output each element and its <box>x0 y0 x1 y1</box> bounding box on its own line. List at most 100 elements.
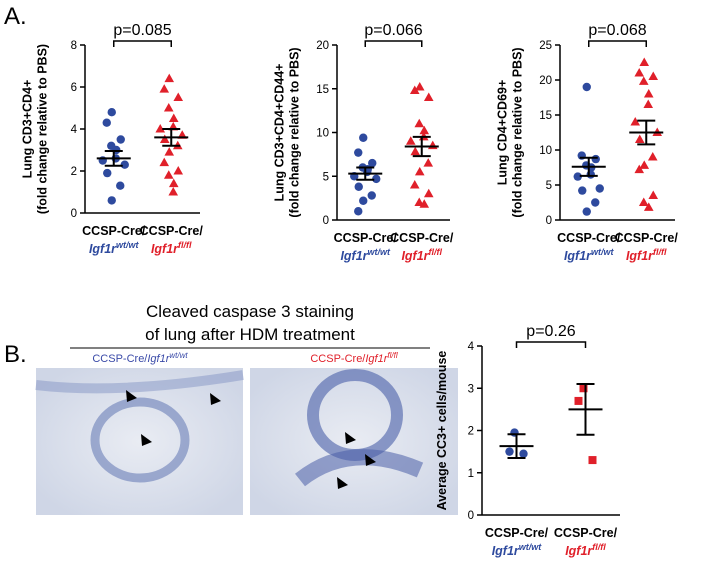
x-tick-label: Igf1rwt/wt <box>564 247 615 263</box>
allele-label: wt/wt <box>368 247 391 257</box>
y-tick-label: 1 <box>468 468 474 480</box>
data-point <box>367 191 376 200</box>
data-point <box>359 133 368 142</box>
p-value: p=0.085 <box>113 22 171 39</box>
x-tick-label: Igf1rfl/fl <box>565 542 606 558</box>
panel-label: B. <box>4 341 27 368</box>
error-bar <box>412 135 431 158</box>
significance-bracket <box>364 40 423 47</box>
p-value: p=0.26 <box>526 323 575 340</box>
allele-label: wt/wt <box>519 542 542 552</box>
y-tick-label: 5 <box>546 180 552 192</box>
data-point <box>648 71 659 80</box>
data-point <box>120 160 129 169</box>
y-tick-label: 10 <box>539 145 552 157</box>
x-tick-label: Igf1rwt/wt <box>492 542 543 558</box>
gene-label: Igf1r <box>565 544 593 558</box>
data-point <box>368 158 377 168</box>
data-point <box>643 89 654 98</box>
data-point <box>573 172 582 181</box>
data-point <box>168 187 179 196</box>
data-point <box>155 124 166 133</box>
y-axis-label: (fold change relative to PBS) <box>288 47 302 217</box>
data-point <box>519 449 528 458</box>
error-bar <box>162 128 181 147</box>
data-point <box>173 166 184 175</box>
y-tick-label: 2 <box>71 166 77 178</box>
x-tick-label: Igf1rfl/fl <box>151 240 192 256</box>
data-point <box>159 84 170 93</box>
data-point <box>634 68 645 77</box>
x-tick-label: CCSP-Cre/ <box>82 224 146 238</box>
gene-label: Igf1r <box>492 544 520 558</box>
y-tick-label: 0 <box>323 215 329 227</box>
y-axis-label: Lung CD3+CD4+ <box>21 80 35 179</box>
significance-bracket <box>588 40 647 47</box>
data-point <box>579 384 588 393</box>
data-point <box>591 154 600 164</box>
data-point <box>505 447 514 456</box>
y-tick-label: 25 <box>539 40 552 52</box>
micrograph <box>35 368 244 515</box>
data-point <box>159 134 170 143</box>
data-point <box>419 125 430 135</box>
y-tick-label: 4 <box>71 124 78 136</box>
x-tick-label: CCSP-Cre/ <box>615 231 679 245</box>
data-point <box>102 118 111 127</box>
data-point <box>409 180 420 189</box>
data-point <box>423 158 434 167</box>
x-tick-label: CCSP-Cre/ <box>554 526 618 540</box>
data-point <box>419 199 430 208</box>
error-bar <box>507 433 526 459</box>
data-point <box>164 73 175 83</box>
data-point <box>578 186 587 195</box>
data-point <box>634 134 645 143</box>
data-point <box>414 82 425 91</box>
data-point <box>643 202 654 211</box>
data-point <box>414 118 425 128</box>
data-point <box>107 108 116 117</box>
data-point <box>405 136 416 145</box>
y-tick-label: 20 <box>539 75 552 87</box>
data-point <box>639 160 650 169</box>
data-point <box>423 188 434 198</box>
y-tick-label: 3 <box>468 383 474 395</box>
gene-label: Igf1r <box>564 249 592 263</box>
allele-label: fl/fl <box>592 542 606 552</box>
y-axis-label: Lung CD4+CD69+ <box>496 80 510 186</box>
y-tick-label: 8 <box>71 40 77 52</box>
x-tick-label: Igf1rwt/wt <box>340 247 391 263</box>
p-value: p=0.066 <box>364 22 422 39</box>
micrograph <box>250 368 458 515</box>
image-caption: CCSP-Cre/Igf1rfl/fl <box>310 351 397 365</box>
image-title: of lung after HDM treatment <box>145 325 355 344</box>
data-point <box>159 157 170 167</box>
image-caption: CCSP-Cre/Igf1rwt/wt <box>92 351 188 365</box>
error-bar <box>579 156 598 177</box>
data-point <box>582 207 591 216</box>
x-tick-label: CCSP-Cre/ <box>140 224 204 238</box>
allele-label: fl/fl <box>178 240 192 250</box>
y-tick-label: 2 <box>468 426 474 438</box>
x-tick-label: Igf1rfl/fl <box>401 247 442 263</box>
allele-label: fl/fl <box>653 247 667 257</box>
data-point <box>582 82 591 92</box>
gene-label: Igf1r <box>626 249 654 263</box>
data-point <box>574 396 583 405</box>
y-tick-label: 5 <box>323 171 329 183</box>
gene-label: Igf1r <box>89 242 117 256</box>
data-point <box>410 146 421 156</box>
error-bar <box>576 383 595 436</box>
data-point <box>116 181 125 190</box>
y-tick-label: 15 <box>539 110 552 122</box>
data-point <box>638 76 649 85</box>
data-point <box>107 196 116 205</box>
error-bar <box>637 119 656 146</box>
data-point <box>648 190 659 199</box>
panel-label: A. <box>4 3 27 30</box>
data-point <box>595 184 604 193</box>
data-point <box>423 92 434 101</box>
data-point <box>168 113 179 122</box>
data-point <box>354 182 363 191</box>
